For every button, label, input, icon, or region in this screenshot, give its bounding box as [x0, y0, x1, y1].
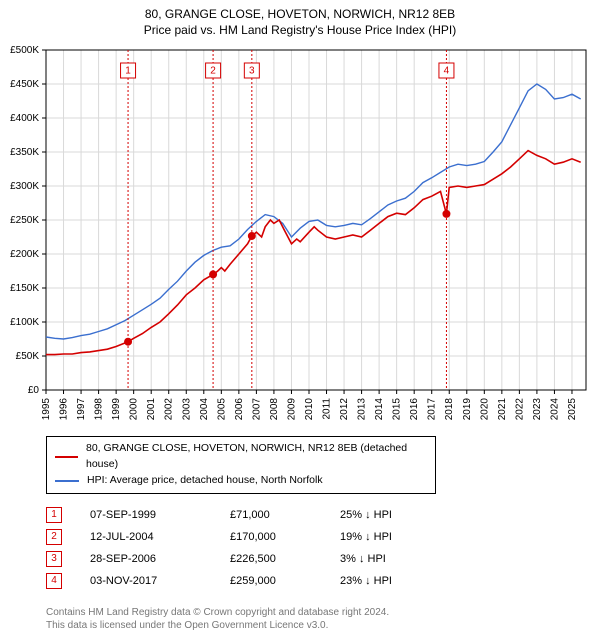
- svg-text:2015: 2015: [392, 398, 403, 421]
- svg-text:£0: £0: [28, 385, 40, 396]
- svg-text:2006: 2006: [234, 398, 245, 421]
- footnote-line-2: This data is licensed under the Open Gov…: [46, 619, 546, 633]
- svg-text:2: 2: [210, 66, 216, 77]
- svg-text:2023: 2023: [532, 398, 543, 421]
- svg-text:2012: 2012: [339, 398, 350, 421]
- event-diff: 23% ↓ HPI: [340, 575, 450, 587]
- event-price: £170,000: [230, 531, 340, 543]
- event-diff: 19% ↓ HPI: [340, 531, 450, 543]
- event-diff: 3% ↓ HPI: [340, 553, 450, 565]
- svg-text:2024: 2024: [549, 398, 560, 421]
- svg-text:1998: 1998: [94, 398, 105, 421]
- svg-text:£300K: £300K: [10, 181, 39, 192]
- svg-text:2020: 2020: [479, 398, 490, 421]
- svg-text:2007: 2007: [251, 398, 262, 421]
- chart-area: 1 2 3 4 £0 £50K £100K £150K £200K £250K £300K £350…: [0, 40, 600, 430]
- svg-text:2018: 2018: [444, 398, 455, 421]
- svg-text:4: 4: [444, 66, 450, 77]
- svg-text:2001: 2001: [146, 398, 157, 421]
- footnote-line-1: Contains HM Land Registry data © Crown c…: [46, 606, 546, 620]
- svg-text:2005: 2005: [216, 398, 227, 421]
- svg-text:1999: 1999: [111, 398, 122, 421]
- svg-text:2017: 2017: [427, 398, 438, 421]
- event-date: 28-SEP-2006: [90, 553, 230, 565]
- event-marker: 3: [46, 551, 62, 567]
- svg-text:1997: 1997: [76, 398, 87, 421]
- event-diff: 25% ↓ HPI: [340, 509, 450, 521]
- event-price: £71,000: [230, 509, 340, 521]
- svg-text:1996: 1996: [59, 398, 70, 421]
- legend-swatch-2: [55, 480, 79, 482]
- svg-text:2025: 2025: [567, 398, 578, 421]
- svg-text:2021: 2021: [497, 398, 508, 421]
- svg-text:1: 1: [125, 66, 131, 77]
- event-row: 4 03-NOV-2017£259,00023% ↓ HPI: [46, 570, 600, 592]
- svg-text:£100K: £100K: [10, 317, 39, 328]
- svg-text:2002: 2002: [164, 398, 175, 421]
- legend-swatch-1: [55, 456, 78, 458]
- svg-text:1995: 1995: [41, 398, 52, 421]
- svg-text:£350K: £350K: [10, 147, 39, 158]
- svg-text:2004: 2004: [199, 398, 210, 421]
- svg-text:2000: 2000: [129, 398, 140, 421]
- svg-text:£450K: £450K: [10, 79, 39, 90]
- svg-text:2013: 2013: [357, 398, 368, 421]
- legend-label-2: HPI: Average price, detached house, Nort…: [87, 473, 323, 489]
- svg-text:£250K: £250K: [10, 215, 39, 226]
- legend-label-1: 80, GRANGE CLOSE, HOVETON, NORWICH, NR12…: [86, 441, 427, 473]
- svg-text:2010: 2010: [304, 398, 315, 421]
- event-date: 07-SEP-1999: [90, 509, 230, 521]
- svg-text:2016: 2016: [409, 398, 420, 421]
- svg-text:2011: 2011: [322, 398, 333, 420]
- event-row: 2 12-JUL-2004£170,00019% ↓ HPI: [46, 526, 600, 548]
- svg-text:2008: 2008: [269, 398, 280, 421]
- svg-text:£50K: £50K: [16, 351, 40, 362]
- title-line-1: 80, GRANGE CLOSE, HOVETON, NORWICH, NR12…: [0, 6, 600, 22]
- event-price: £259,000: [230, 575, 340, 587]
- svg-text:£200K: £200K: [10, 249, 39, 260]
- events-table: 1 07-SEP-1999£71,00025% ↓ HPI 2 12-JUL-2004…: [46, 504, 600, 592]
- legend: 80, GRANGE CLOSE, HOVETON, NORWICH, NR12…: [46, 436, 436, 493]
- legend-item-1: 80, GRANGE CLOSE, HOVETON, NORWICH, NR12…: [55, 441, 427, 473]
- event-row: 3 28-SEP-2006£226,5003% ↓ HPI: [46, 548, 600, 570]
- svg-text:2019: 2019: [462, 398, 473, 421]
- chart-svg: 1 2 3 4 £0 £50K £100K £150K £200K £250K £300K £350…: [0, 40, 600, 430]
- event-price: £226,500: [230, 553, 340, 565]
- event-date: 03-NOV-2017: [90, 575, 230, 587]
- event-marker: 4: [46, 573, 62, 589]
- svg-text:2003: 2003: [181, 398, 192, 421]
- svg-text:£150K: £150K: [10, 283, 39, 294]
- title-block: 80, GRANGE CLOSE, HOVETON, NORWICH, NR12…: [0, 0, 600, 40]
- title-line-2: Price paid vs. HM Land Registry's House …: [0, 22, 600, 38]
- event-row: 1 07-SEP-1999£71,00025% ↓ HPI: [46, 504, 600, 526]
- svg-text:3: 3: [249, 66, 255, 77]
- svg-text:£400K: £400K: [10, 113, 39, 124]
- svg-text:2009: 2009: [286, 398, 297, 421]
- footnote: Contains HM Land Registry data © Crown c…: [46, 606, 546, 633]
- event-date: 12-JUL-2004: [90, 531, 230, 543]
- svg-text:£500K: £500K: [10, 45, 39, 56]
- event-marker: 2: [46, 529, 62, 545]
- chart-container: 80, GRANGE CLOSE, HOVETON, NORWICH, NR12…: [0, 0, 600, 633]
- svg-text:2014: 2014: [374, 398, 385, 421]
- svg-text:2022: 2022: [514, 398, 525, 421]
- legend-item-2: HPI: Average price, detached house, Nort…: [55, 473, 427, 489]
- event-marker: 1: [46, 507, 62, 523]
